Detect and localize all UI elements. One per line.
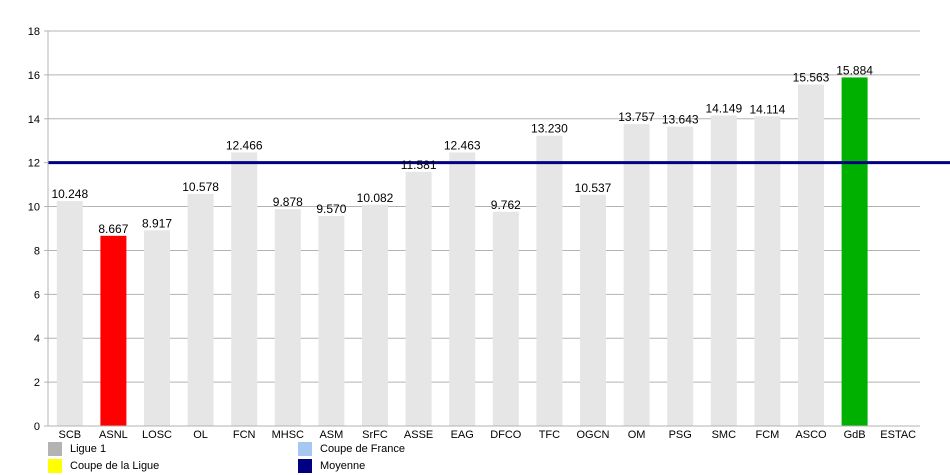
- x-tick-label-ogcn: OGCN: [577, 429, 610, 441]
- data-label-eag: 12.463: [444, 139, 481, 153]
- x-tick-label-ol: OL: [193, 429, 208, 441]
- bar-eag: [449, 152, 476, 426]
- data-label-om: 13.757: [618, 110, 655, 124]
- bar-dfco: [492, 211, 519, 426]
- y-tick-label: 6: [34, 289, 40, 301]
- bar-ogcn: [580, 194, 606, 426]
- y-tick-label: 16: [28, 70, 40, 82]
- bar-ol: [187, 193, 214, 426]
- data-label-psg: 13.643: [662, 113, 699, 127]
- x-tick-label-asnl: ASNL: [99, 429, 128, 441]
- y-tick-label: 12: [28, 158, 40, 170]
- bar-psg: [667, 126, 694, 427]
- x-tick-label-smc: SMC: [712, 429, 737, 441]
- data-label-ogcn: 10.537: [575, 181, 612, 195]
- bar-smc: [710, 115, 737, 426]
- bar-tfc: [536, 135, 563, 427]
- y-tick-label: 8: [34, 245, 40, 257]
- x-tick-label-fcn: FCN: [233, 429, 256, 441]
- data-label-srfc: 10.082: [357, 191, 394, 205]
- x-tick-label-mhsc: MHSC: [272, 429, 304, 441]
- gridlines: [48, 30, 920, 427]
- data-label-fcn: 12.466: [226, 138, 263, 152]
- bar-mhsc: [274, 209, 301, 426]
- y-tick-label: 4: [34, 333, 40, 345]
- x-tick-label-psg: PSG: [669, 429, 692, 441]
- axes: 0 2 4 6 8 10 12 14 16 18 SCB ASNL LOSC OL FCN MHSC ASM Sr…: [28, 26, 920, 441]
- y-tick-label: 10: [28, 202, 40, 214]
- data-labels: 10.248 8.667 8.917 10.578 12.466 9.878 9.570 10…: [51, 63, 873, 235]
- data-label-asse: 11.581: [401, 158, 437, 172]
- y-tick-label: 14: [28, 114, 40, 126]
- bar-losc: [144, 230, 170, 426]
- data-label-gdb: 15.884: [836, 63, 873, 77]
- data-label-fcm: 14.114: [749, 102, 785, 116]
- bar-asm: [318, 215, 345, 426]
- data-label-mhsc: 9.878: [273, 195, 303, 209]
- x-tick-label-gdb: GdB: [844, 429, 866, 441]
- x-tick-label-om: OM: [628, 429, 646, 441]
- x-tick-label-asco: ASCO: [795, 429, 827, 441]
- x-tick-label-scb: SCB: [58, 429, 81, 441]
- x-tick-label-srfc: SrFC: [362, 429, 388, 441]
- data-label-dfco: 9.762: [491, 198, 521, 212]
- x-tick-label-fcm: FCM: [755, 429, 779, 441]
- x-tick-label-dfco: DFCO: [490, 429, 522, 441]
- bar-scb: [56, 201, 83, 426]
- y-tick-label: 2: [34, 377, 40, 389]
- y-tick-label: 18: [28, 26, 40, 38]
- bar-gdb: [841, 77, 868, 426]
- data-label-losc: 8.917: [142, 216, 172, 230]
- x-tick-label-tfc: TFC: [539, 429, 560, 441]
- data-label-smc: 14.149: [705, 102, 742, 116]
- bar-fcm: [754, 116, 781, 426]
- bar-om: [623, 124, 650, 426]
- data-label-scb: 10.248: [51, 187, 88, 201]
- bar-srfc: [362, 204, 388, 426]
- bar-fcn: [231, 152, 258, 426]
- x-tick-label-losc: LOSC: [142, 429, 172, 441]
- x-tick-label-eag: EAG: [451, 429, 474, 441]
- y-tick-label: 0: [34, 421, 40, 433]
- bar-asse: [405, 171, 432, 426]
- bar-asnl: [100, 235, 127, 426]
- bars: [56, 77, 868, 427]
- bar-asco: [798, 84, 824, 427]
- data-label-asm: 9.570: [316, 202, 346, 216]
- data-label-asco: 15.563: [793, 70, 830, 84]
- x-tick-label-estac: ESTAC: [880, 429, 916, 441]
- data-label-ol: 10.578: [182, 180, 219, 194]
- x-tick-label-asse: ASSE: [404, 429, 433, 441]
- data-label-asnl: 8.667: [98, 222, 128, 236]
- x-tick-label-asm: ASM: [319, 429, 343, 441]
- data-label-tfc: 13.230: [531, 122, 568, 136]
